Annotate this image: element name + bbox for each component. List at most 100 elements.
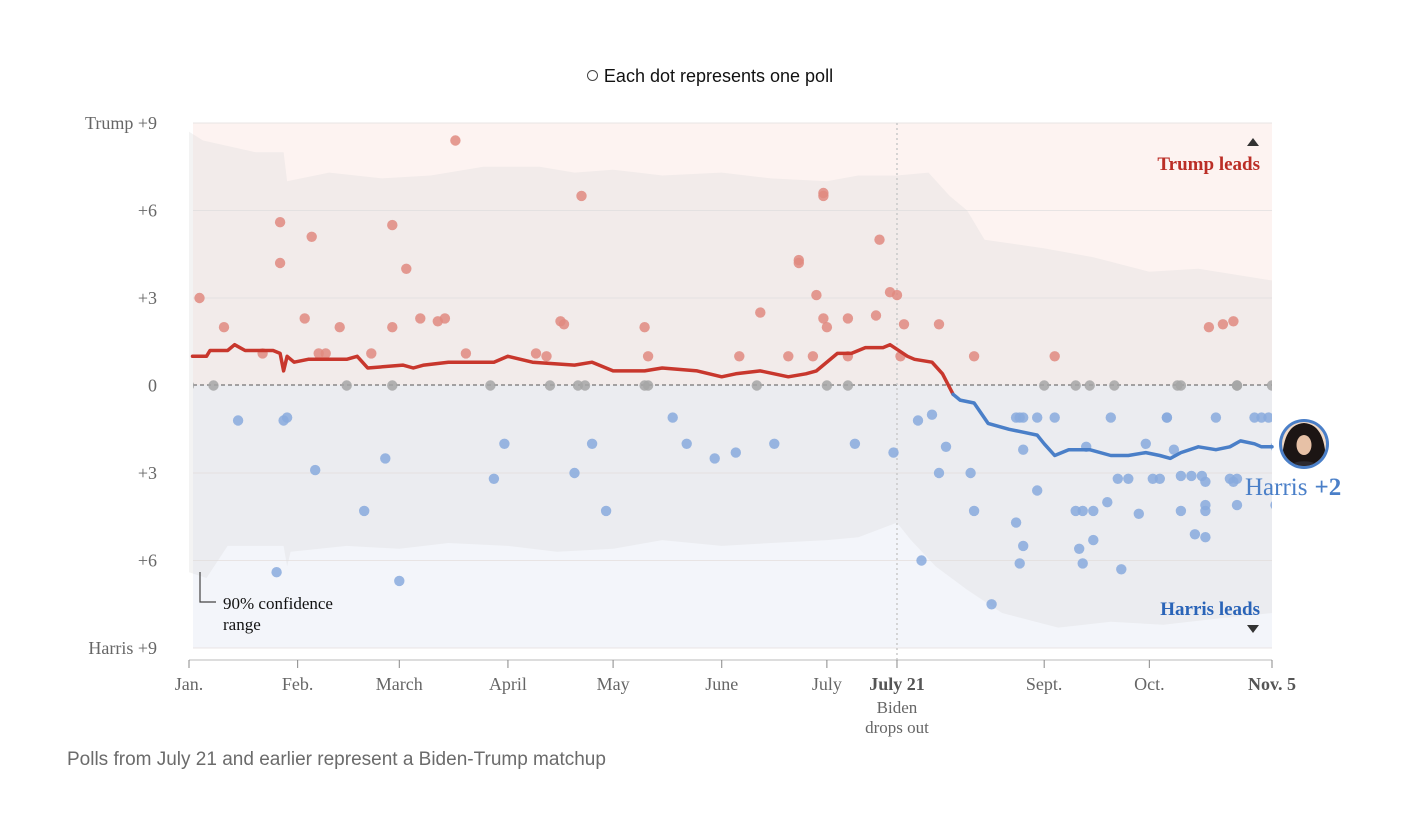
poll-dot [394, 575, 405, 587]
poll-dot [1105, 412, 1117, 423]
poll-dot [1018, 444, 1029, 455]
x-tick-label: July [812, 674, 842, 694]
final-name: Harris [1245, 474, 1307, 501]
poll-dot [912, 415, 924, 426]
poll-dot [933, 319, 945, 330]
x-tick-sublabel: drops out [865, 718, 929, 737]
confidence-annotation-leader [199, 572, 216, 603]
poll-dot [811, 289, 822, 301]
harris-lead-region [193, 385, 1272, 648]
poll-dot [334, 322, 345, 333]
poll-dot [299, 313, 310, 324]
poll-dot [387, 380, 398, 391]
poll-dot [1175, 470, 1187, 482]
poll-dot [359, 505, 370, 517]
poll-dot [274, 217, 286, 228]
x-tick-label: June [705, 674, 738, 694]
poll-dot [1231, 380, 1243, 391]
poll-dot [642, 380, 654, 391]
poll-dot [1018, 540, 1029, 552]
poll-dot [968, 351, 980, 362]
poll-dot [891, 289, 903, 301]
final-margin-label: Harris +2 [1245, 474, 1341, 501]
footnote: Polls from July 21 and earlier represent… [67, 749, 606, 770]
poll-dot [218, 322, 230, 333]
poll-dot [1077, 558, 1088, 569]
poll-dot [460, 348, 472, 359]
y-tick-label: Harris +9 [88, 638, 157, 658]
poll-dot [387, 322, 398, 333]
trump-lead-region [193, 123, 1272, 385]
series-line-harris [951, 392, 1274, 461]
poll-dot [1088, 534, 1099, 546]
poll-dot [1161, 412, 1173, 423]
poll-dot [1200, 476, 1211, 487]
trump-leads-label: Trump leads [1157, 154, 1260, 175]
poll-dot [232, 415, 244, 426]
y-tick-label: +6 [138, 201, 157, 221]
poll-dots [193, 135, 1272, 610]
poll-dot [1088, 505, 1099, 517]
poll-dot [1084, 380, 1095, 391]
poll-dot [1189, 529, 1201, 540]
poll-dot [1168, 444, 1180, 455]
poll-dot [1049, 351, 1060, 362]
harris-leads-label: Harris leads [1160, 599, 1260, 620]
poll-dot [488, 473, 500, 484]
confidence-label-line-2: range [223, 615, 261, 634]
triangle-up-icon [1247, 138, 1259, 146]
poll-dot [1010, 517, 1022, 528]
poll-dot [1228, 316, 1239, 327]
x-tick-label: May [597, 674, 630, 694]
x-tick-label: Nov. 5 [1248, 674, 1296, 694]
poll-dot [986, 599, 997, 610]
poll-dot [579, 380, 591, 391]
poll-dot [274, 257, 286, 269]
poll-dot [818, 190, 829, 202]
confidence-band [189, 131, 1272, 628]
poll-dot [320, 348, 331, 359]
x-tick-label: March [376, 674, 423, 694]
poll-dot [933, 467, 945, 479]
poll-dot [1049, 412, 1060, 423]
poll-dot [916, 555, 927, 566]
final-value: +2 [1314, 474, 1341, 501]
poll-dot [1014, 558, 1025, 569]
y-tick-label: +6 [138, 551, 157, 571]
poll-dot [730, 447, 741, 458]
poll-dot [667, 412, 678, 423]
poll-dot [366, 348, 377, 359]
poll-dot [821, 322, 833, 333]
average-lines [190, 342, 1274, 461]
poll-dot [821, 380, 833, 391]
poll-dot [208, 380, 219, 391]
poll-dot [193, 382, 195, 389]
poll-dot [1263, 412, 1272, 423]
poll-dot [1200, 499, 1211, 511]
poll-dot [940, 441, 952, 452]
poll-dot [380, 453, 391, 464]
poll-dot [1175, 505, 1187, 517]
poll-dot [499, 438, 510, 449]
poll-dot [1217, 319, 1229, 330]
poll-dot [586, 438, 598, 449]
poll-dot [926, 409, 938, 420]
y-axis: Trump +9 +6 +3 0 +3 +6 Harris +9 [85, 113, 157, 658]
poll-dot [1116, 564, 1127, 575]
x-tick-label: April [489, 674, 527, 694]
poll-dot [849, 438, 861, 449]
poll-dot [485, 380, 496, 391]
series-line-trump [190, 342, 955, 397]
poll-dot [1074, 543, 1085, 554]
poll-dot [387, 219, 398, 231]
poll-dot [271, 567, 282, 578]
poll-dot [755, 307, 766, 318]
poll-dot [681, 438, 692, 449]
poll-dot [1203, 322, 1215, 333]
y-tick-label: 0 [148, 376, 157, 396]
poll-dot [769, 438, 780, 449]
poll-dot [874, 234, 885, 245]
poll-dot [1112, 473, 1124, 484]
poll-dot [341, 380, 352, 391]
